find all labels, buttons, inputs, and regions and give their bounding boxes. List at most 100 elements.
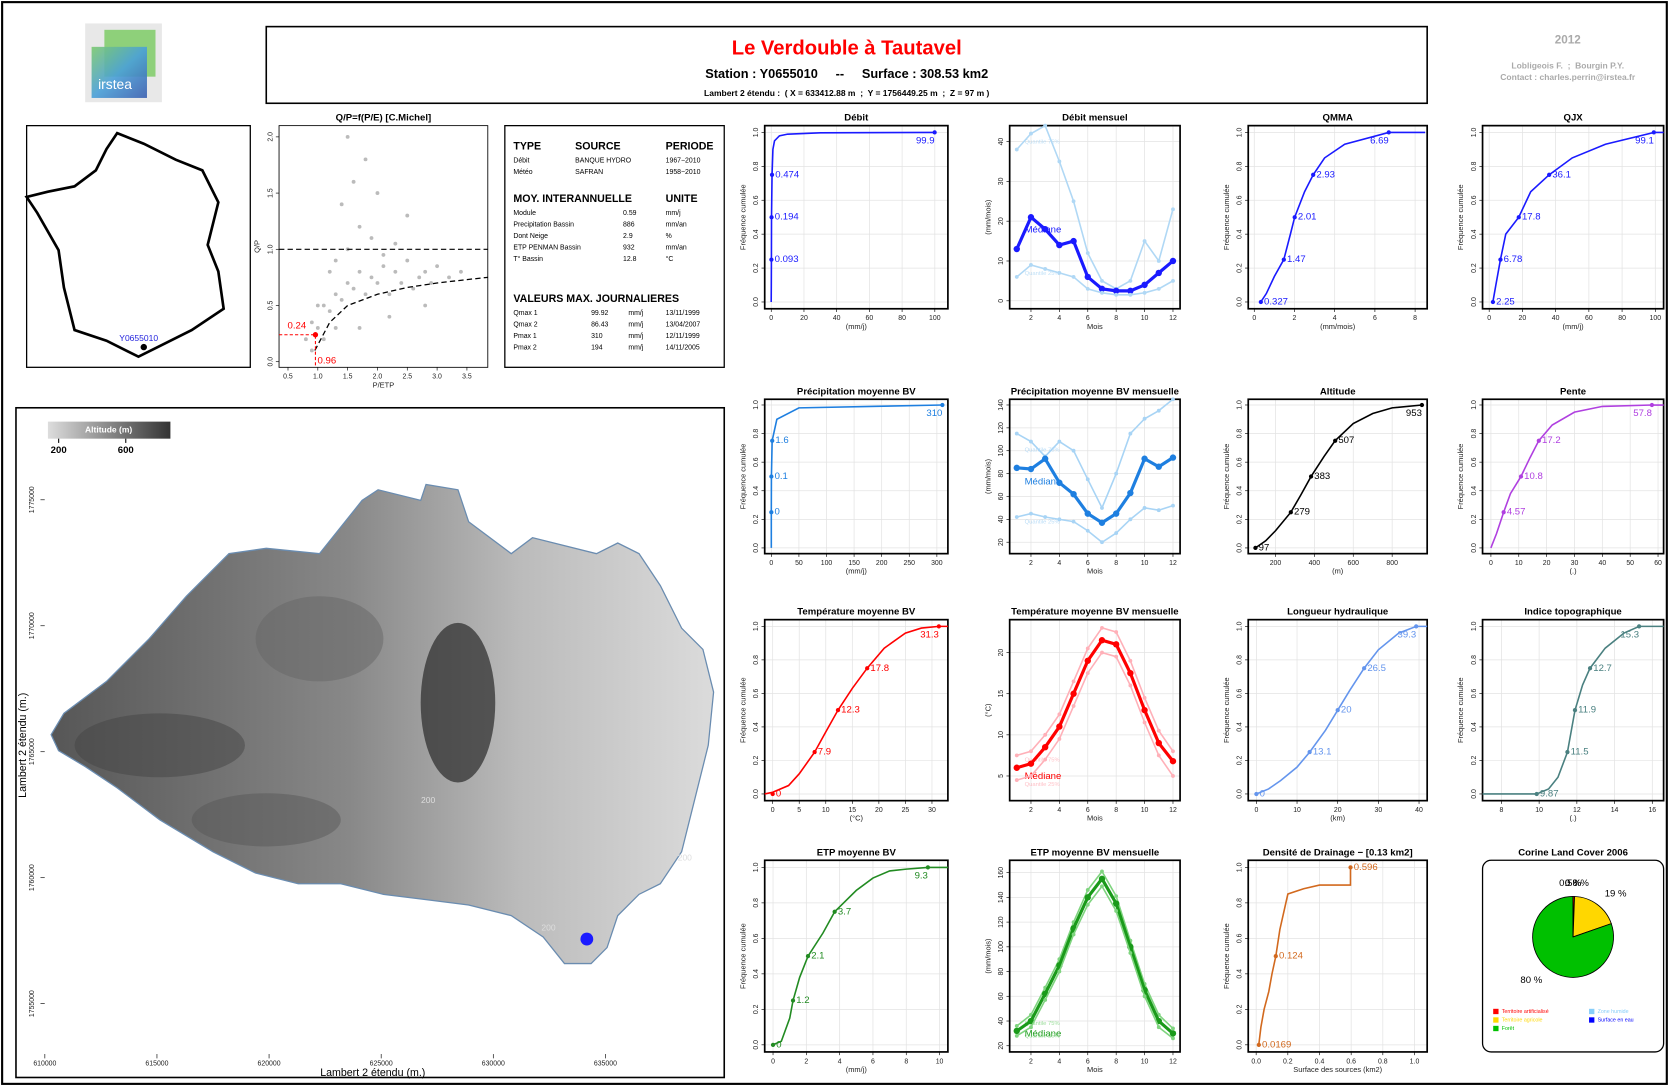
y-tick-label: 0.2 — [1471, 514, 1478, 524]
table-header: UNITE — [666, 193, 698, 205]
quantile-label: 2.93 — [1316, 169, 1335, 180]
relief-high — [74, 713, 245, 778]
series-point — [1014, 1033, 1019, 1038]
x-tick-label: 12 — [1573, 807, 1581, 814]
series-label: Médiane — [1025, 771, 1062, 782]
quantile-point — [769, 510, 774, 515]
logo-shape — [91, 46, 147, 98]
y-tick-label: 0.8 — [1471, 655, 1478, 665]
series-point — [1043, 123, 1048, 128]
series-label: Médiane — [1025, 225, 1062, 236]
series-point — [1084, 273, 1091, 281]
series-point — [1029, 439, 1033, 444]
x-tick-label: 8 — [1114, 315, 1118, 322]
y-tick-label: 20 — [998, 217, 1005, 225]
series-point — [1098, 875, 1106, 883]
x-tick-label: 40 — [1415, 807, 1423, 814]
y-tick-label: 0.0 — [753, 297, 760, 307]
y-tick-label: 1770000 — [29, 612, 36, 639]
scatter-point — [327, 269, 332, 274]
y-tick-label: 0.2 — [1471, 755, 1478, 765]
series-label: Quantile 75% — [1025, 140, 1060, 146]
series-point — [1155, 463, 1162, 470]
y-tick-label: 1755000 — [29, 990, 36, 1017]
y-tick-label: 5 — [998, 774, 1005, 778]
y-axis-label: Fréquence cumulée — [1222, 677, 1231, 743]
plot-area — [1248, 860, 1428, 1052]
y-axis-label: Fréquence cumulée — [738, 184, 747, 250]
table-header: TYPE — [513, 141, 541, 153]
scatter-point — [375, 281, 380, 285]
y-tick-label: 15 — [998, 690, 1005, 698]
series-point — [1084, 510, 1091, 517]
series-point — [1084, 894, 1091, 901]
series-point — [1114, 909, 1119, 913]
quantile-point — [1256, 1042, 1261, 1047]
x-tick-label: 0.8 — [1378, 1058, 1388, 1065]
y-tick-label: 0.4 — [753, 229, 760, 239]
x-tick-label: 2 — [1293, 315, 1297, 322]
quantile-label: 6.69 — [1370, 135, 1389, 146]
quantile-label: 507 — [1338, 435, 1354, 446]
x-axis-label: Mois — [1087, 567, 1103, 576]
table-cell: mm/j — [628, 344, 643, 351]
scatter-point — [447, 275, 451, 280]
x-tick-label: 635000 — [594, 1060, 617, 1067]
y-tick-label: 0.2 — [753, 514, 760, 524]
contact: Contact : charles.perrin@irstea.fr — [1500, 72, 1636, 82]
y-tick-label: 0.8 — [1237, 161, 1244, 171]
y-tick-label: 0.4 — [1471, 722, 1478, 732]
y-axis-label: Fréquence cumulée — [1456, 444, 1465, 510]
y-axis-label: Fréquence cumulée — [738, 923, 747, 989]
x-axis-label: Mois — [1087, 814, 1103, 823]
x-tick-label: 600 — [1347, 560, 1359, 567]
quantile-label: 1.2 — [796, 995, 809, 1006]
scatter-point — [435, 264, 440, 269]
x-axis-label: Lambert 2 étendu (m.) — [320, 1067, 425, 1079]
legend-swatch — [1493, 1017, 1499, 1023]
map-axes: 610000 615000 620000 625000 630000 635000 1755… — [17, 438, 692, 1079]
series-label: Quantile 25% — [1025, 1033, 1060, 1039]
x-tick-label: 630000 — [482, 1060, 505, 1067]
y-tick-label: 0.4 — [753, 969, 760, 979]
x-tick-label: 4 — [1057, 560, 1061, 567]
table-header: PERIODE — [666, 141, 714, 153]
altitude-legend-bar — [47, 421, 171, 439]
table-cell: 194 — [591, 344, 603, 351]
pie-label: 0 % — [1565, 878, 1582, 889]
x-tick-label: 50 — [1626, 560, 1634, 567]
scatter-point — [363, 292, 368, 297]
year: 2012 — [1555, 34, 1582, 47]
series-point — [1014, 147, 1019, 152]
x-tick-label: 8 — [1114, 1058, 1118, 1065]
x-tick-label: 150 — [848, 560, 860, 567]
table-cell: mm/j — [666, 210, 681, 217]
series-point — [1127, 287, 1134, 295]
x-tick-label: 0 — [1252, 315, 1256, 322]
quantile-label: 2.25 — [1496, 297, 1515, 308]
y-tick-label: 0.2 — [1237, 1004, 1244, 1014]
x-tick-label: 0.5 — [283, 374, 293, 381]
x-tick-label: 200 — [876, 560, 888, 567]
table-cell: ETP PENMAN Bassin — [513, 244, 581, 251]
x-tick-label: 12 — [1169, 1058, 1177, 1065]
y-tick-label: 140 — [998, 891, 1005, 903]
series-point — [1100, 625, 1104, 630]
series-point — [1169, 1030, 1177, 1037]
series-label: Quantile 25% — [1025, 520, 1060, 526]
series-point — [1029, 1025, 1033, 1030]
quantile-label: 0 — [776, 788, 781, 799]
y-tick-label: 0.6 — [1237, 933, 1244, 943]
x-tick-label: 12 — [1169, 560, 1177, 567]
legend-tick-label: 600 — [118, 445, 134, 456]
chart-title: Densité de Drainage − [0.13 km2] — [1263, 847, 1413, 858]
table-cell: mm/j — [628, 333, 643, 340]
scatter-point — [333, 292, 338, 297]
series-point — [1098, 285, 1106, 293]
table-cell: 2.9 — [623, 233, 633, 240]
x-axis-label: (km) — [1330, 814, 1345, 823]
chart-title: Pente — [1560, 386, 1586, 397]
series-point — [1043, 267, 1048, 271]
legend-swatch — [1493, 1025, 1499, 1032]
scatter-point — [333, 326, 338, 330]
